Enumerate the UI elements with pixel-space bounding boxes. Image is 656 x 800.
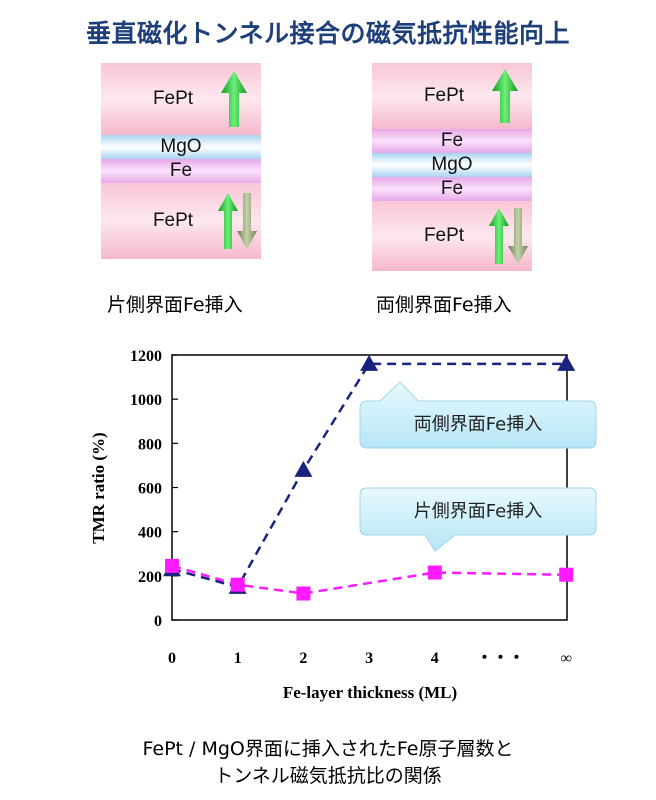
up-arrow-icon — [492, 69, 518, 123]
x-tick-label: ・・・ — [476, 650, 524, 667]
y-axis: 0 200 400 600 800 1000 1200 — [130, 348, 178, 630]
square-point — [296, 586, 311, 601]
x-tick-label: ∞ — [560, 650, 571, 667]
layer-fept-bottom: FePt — [372, 201, 532, 271]
caption-line: FePt / MgO界面に挿入されたFe原子層数と — [142, 738, 514, 760]
x-axis-label: Fe-layer thickness (ML) — [283, 683, 457, 702]
layer-fept-top: FePt — [372, 63, 532, 129]
stack-double-interface: FePt Fe MgO Fe FePt — [372, 63, 532, 271]
callout-single: 片側界面Fe挿入 — [359, 487, 597, 552]
x-axis: 0 1 2 3 4 ・・・ ∞ — [168, 650, 572, 667]
layer-label: Fe — [169, 160, 193, 181]
y-tick-label: 0 — [154, 613, 162, 630]
layer-label: FePt — [152, 210, 194, 231]
layer-mgo: MgO — [372, 153, 532, 177]
callout-label: 片側界面Fe挿入 — [414, 501, 542, 522]
up-down-arrow-icon — [218, 193, 257, 249]
layer-label: FePt — [423, 85, 465, 106]
y-tick-label: 1200 — [130, 348, 162, 365]
data-series — [163, 354, 576, 601]
series-line — [171, 362, 567, 589]
callout-label: 両側界面Fe挿入 — [414, 414, 542, 435]
layer-mgo: MgO — [101, 135, 261, 159]
y-tick-label: 800 — [138, 436, 162, 453]
triangle-point — [557, 354, 576, 371]
series-line — [171, 564, 567, 595]
y-tick-label: 1000 — [130, 392, 162, 409]
layer-fept-top: FePt — [101, 63, 261, 135]
caption-single: 片側界面Fe挿入 — [107, 294, 243, 316]
x-tick-label: 3 — [365, 650, 373, 667]
square-point — [559, 567, 574, 582]
y-tick-label: 200 — [138, 569, 162, 586]
square-point — [165, 558, 179, 573]
square-point — [230, 577, 245, 592]
layer-label: Fe — [440, 178, 464, 199]
x-tick-label: 1 — [234, 650, 242, 667]
caption-double: 両側界面Fe挿入 — [376, 294, 512, 316]
up-arrow-icon — [221, 71, 247, 127]
x-tick-label: 4 — [431, 650, 439, 667]
callout-double: 両側界面Fe挿入 — [359, 381, 597, 449]
tmr-chart: 0 200 400 600 800 1000 1200 0 1 2 3 4 ・・・ ∞ TMR rati… — [89, 348, 597, 702]
stack-single-interface: FePt MgO Fe FePt — [101, 63, 261, 259]
page-title: 垂直磁化トンネル接合の磁気抵抗性能向上 — [85, 19, 570, 48]
layer-fept-bottom: FePt — [101, 183, 261, 259]
y-tick-label: 600 — [138, 481, 162, 498]
layer-fe-lower: Fe — [372, 177, 532, 201]
y-tick-label: 400 — [138, 525, 162, 542]
layer-label: Fe — [440, 130, 464, 151]
triangle-point — [360, 354, 379, 371]
layer-label: MgO — [160, 136, 202, 157]
y-axis-label: TMR ratio (%) — [89, 432, 108, 543]
triangle-point — [294, 460, 313, 477]
layer-fe: Fe — [101, 159, 261, 183]
square-point — [427, 565, 442, 580]
layer-label: FePt — [152, 88, 194, 109]
caption-line: トンネル磁気抵抗比の関係 — [214, 765, 442, 787]
x-tick-label: 2 — [299, 650, 307, 667]
layer-label: FePt — [423, 225, 465, 246]
layer-label: MgO — [431, 154, 473, 175]
x-tick-label: 0 — [168, 650, 176, 667]
up-down-arrow-icon — [489, 208, 528, 264]
layer-fe-upper: Fe — [372, 129, 532, 153]
figure-caption: FePt / MgO界面に挿入されたFe原子層数と トンネル磁気抵抗比の関係 — [0, 736, 656, 790]
